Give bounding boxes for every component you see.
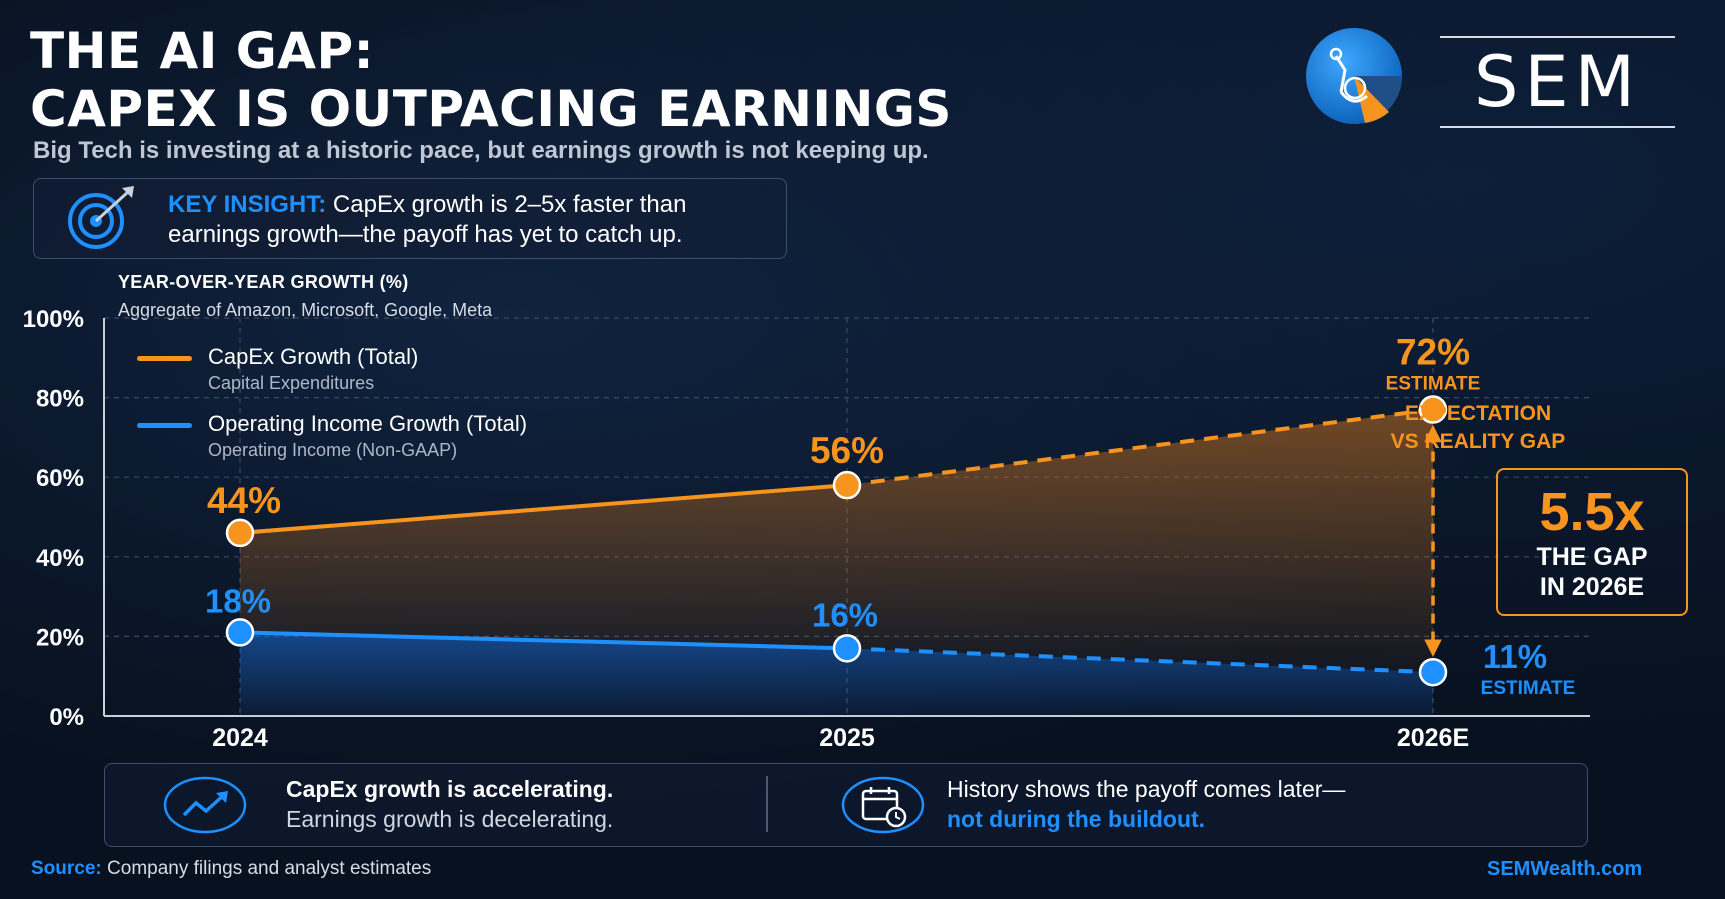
gap-callout-box: 5.5x THE GAP IN 2026E bbox=[1496, 468, 1688, 616]
x-tick-label: 2025 bbox=[819, 724, 875, 752]
income-point bbox=[832, 634, 862, 663]
key-insight-line-2: earnings growth—the payoff has yet to ca… bbox=[168, 221, 683, 248]
legend-label-income: Operating Income Growth (Total) bbox=[208, 411, 528, 436]
capex-point bbox=[225, 518, 255, 548]
legend-swatch-capex bbox=[137, 356, 192, 361]
website-link[interactable]: SEMWealth.com bbox=[1487, 858, 1643, 880]
gap-label-line-1: EXPECTATION bbox=[1404, 402, 1552, 425]
summary-left-line-1: CapEx growth is accelerating. bbox=[286, 776, 614, 802]
capex-line-estimate bbox=[846, 407, 1434, 488]
capex-point bbox=[1418, 395, 1448, 424]
income-data-label: 18% bbox=[205, 582, 271, 619]
income-point bbox=[1418, 657, 1448, 687]
capex-data-label: 56% bbox=[810, 430, 884, 471]
legend-sublabel-capex: Capital Expenditures bbox=[208, 373, 375, 393]
income-estimate-label: ESTIMATE bbox=[1481, 678, 1576, 699]
income-data-label: 16% bbox=[812, 596, 878, 633]
key-insight-text: KEY INSIGHT: CapEx growth is 2–5x faster… bbox=[168, 190, 778, 250]
legend-label-capex: CapEx Growth (Total) bbox=[208, 344, 419, 369]
income-line-estimate bbox=[846, 646, 1434, 675]
y-tick-label: 0% bbox=[49, 704, 84, 731]
key-insight-label: KEY INSIGHT: bbox=[168, 191, 327, 218]
summary-left-line-2: Earnings growth is decelerating. bbox=[286, 806, 614, 832]
gap-caption-line-2: IN 2026E bbox=[1539, 573, 1645, 601]
chart-title: YEAR-OVER-YEAR GROWTH (%) bbox=[118, 272, 409, 292]
title-line-1: THE AI GAP: bbox=[30, 22, 375, 80]
income-line-actual bbox=[239, 630, 848, 651]
key-insight-box bbox=[33, 178, 787, 259]
summary-right-line-2: not during the buildout. bbox=[947, 806, 1206, 832]
source-note: Source: Company filings and analyst esti… bbox=[31, 858, 431, 880]
page-title: THE AI GAP: CAPEX IS OUTPACING EARNINGS bbox=[30, 22, 952, 138]
target-icon bbox=[68, 186, 134, 249]
gap-caption-line-1: THE GAP bbox=[1536, 543, 1648, 571]
capex-point bbox=[832, 470, 862, 500]
income-area bbox=[240, 632, 1433, 716]
gap-value: 5.5x bbox=[1539, 482, 1645, 542]
y-tick-label: 60% bbox=[36, 465, 84, 492]
gap-label-line-2: VS REALITY GAP bbox=[1390, 430, 1566, 453]
source-label: Source: bbox=[31, 858, 102, 879]
title-line-2: CAPEX IS OUTPACING EARNINGS bbox=[30, 80, 952, 138]
capex-estimate-label: ESTIMATE bbox=[1386, 374, 1481, 395]
capex-data-label: 72% bbox=[1396, 332, 1470, 373]
summary-divider bbox=[766, 776, 768, 832]
capex-data-label: 44% bbox=[207, 480, 281, 521]
y-tick-label: 20% bbox=[36, 624, 84, 651]
trend-up-icon bbox=[163, 776, 247, 834]
y-tick-label: 80% bbox=[36, 386, 84, 413]
x-tick-label: 2024 bbox=[212, 724, 268, 752]
y-tick-label: 40% bbox=[36, 545, 84, 572]
gap-label: EXPECTATION VS REALITY GAP bbox=[1333, 400, 1623, 456]
legend-swatch-income bbox=[137, 423, 192, 428]
calendar-clock-icon bbox=[841, 776, 925, 834]
x-tick-label: 2026E bbox=[1397, 724, 1469, 752]
capex-line-actual bbox=[239, 483, 848, 535]
key-insight-line-1: CapEx growth is 2–5x faster than bbox=[332, 191, 687, 218]
income-data-label: 11% bbox=[1483, 638, 1547, 675]
summary-right-line-1: History shows the payoff comes later— bbox=[947, 776, 1346, 802]
sem-logo-text: SEM bbox=[1440, 36, 1675, 128]
page-subtitle: Big Tech is investing at a historic pace… bbox=[33, 137, 929, 164]
sem-logo-icon bbox=[1306, 28, 1403, 124]
y-tick-label: 100% bbox=[23, 306, 84, 333]
chart-subtitle: Aggregate of Amazon, Microsoft, Google, … bbox=[118, 300, 493, 320]
capex-gap-area bbox=[240, 409, 1433, 673]
summary-box bbox=[104, 763, 1588, 847]
source-text: Company filings and analyst estimates bbox=[107, 858, 432, 879]
income-point bbox=[225, 618, 255, 647]
legend-sublabel-income: Operating Income (Non-GAAP) bbox=[208, 440, 458, 460]
